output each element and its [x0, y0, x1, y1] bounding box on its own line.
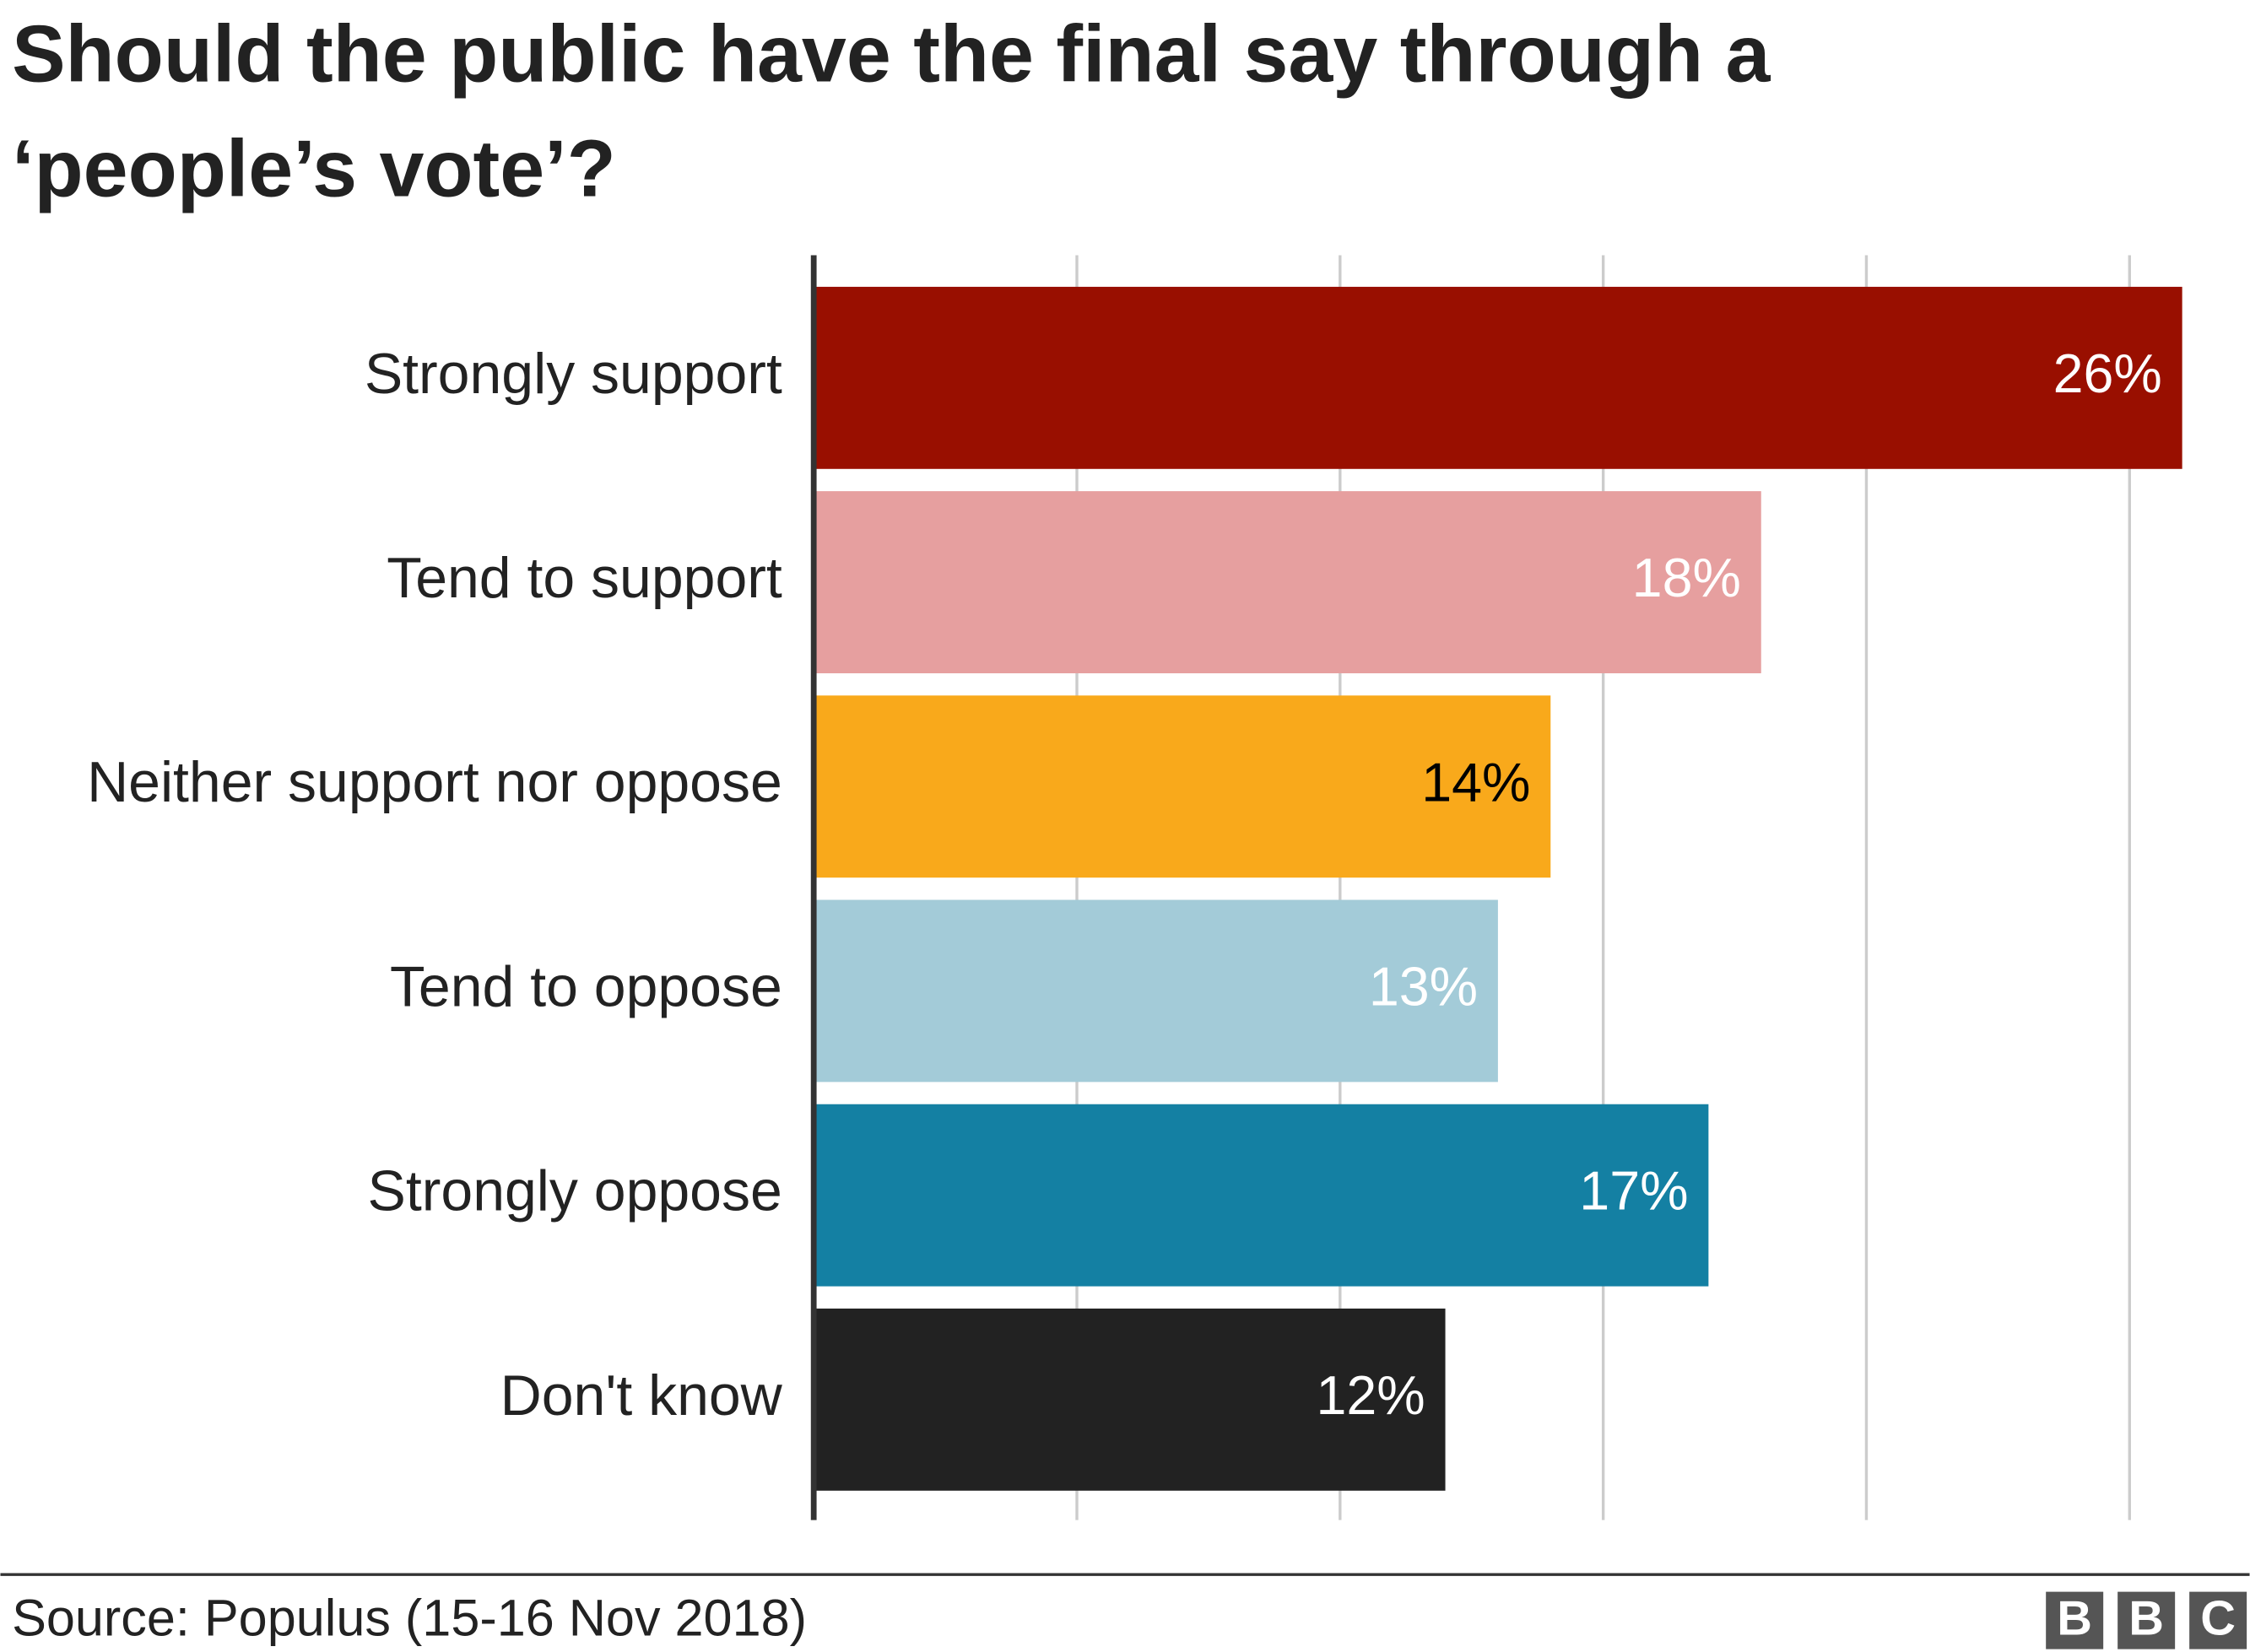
bar — [814, 1104, 1709, 1287]
value-label: 17% — [1579, 1161, 1688, 1222]
bar — [814, 695, 1551, 878]
y-tick-label: Tend to support — [387, 546, 782, 610]
value-label: 13% — [1369, 957, 1478, 1018]
chart-title: Should the public have the final say thr… — [12, 10, 1771, 100]
value-label: 14% — [1421, 752, 1530, 813]
y-tick-label: Neither support nor oppose — [87, 750, 782, 814]
y-tick-label: Strongly oppose — [368, 1159, 782, 1223]
logo-block — [2117, 1591, 2176, 1649]
chart-title: ‘people’s vote’? — [12, 124, 616, 213]
logo-letter: B — [2057, 1592, 2092, 1646]
bar — [814, 899, 1498, 1082]
bar — [814, 491, 1761, 673]
value-label: 12% — [1316, 1365, 1425, 1426]
logo-block — [2046, 1591, 2104, 1649]
value-label: 18% — [1632, 548, 1741, 608]
y-tick-label: Tend to oppose — [390, 954, 782, 1018]
logo-letter: C — [2200, 1592, 2236, 1646]
value-label: 26% — [2053, 343, 2162, 404]
bar — [814, 1308, 1446, 1491]
y-tick-label: Don't know — [500, 1363, 783, 1428]
bar — [814, 286, 2182, 469]
logo-block — [2189, 1591, 2247, 1649]
logo-letter: B — [2128, 1592, 2164, 1646]
y-tick-label: Strongly support — [365, 342, 782, 406]
source: Source: Populus (15-16 Nov 2018) — [12, 1589, 807, 1646]
